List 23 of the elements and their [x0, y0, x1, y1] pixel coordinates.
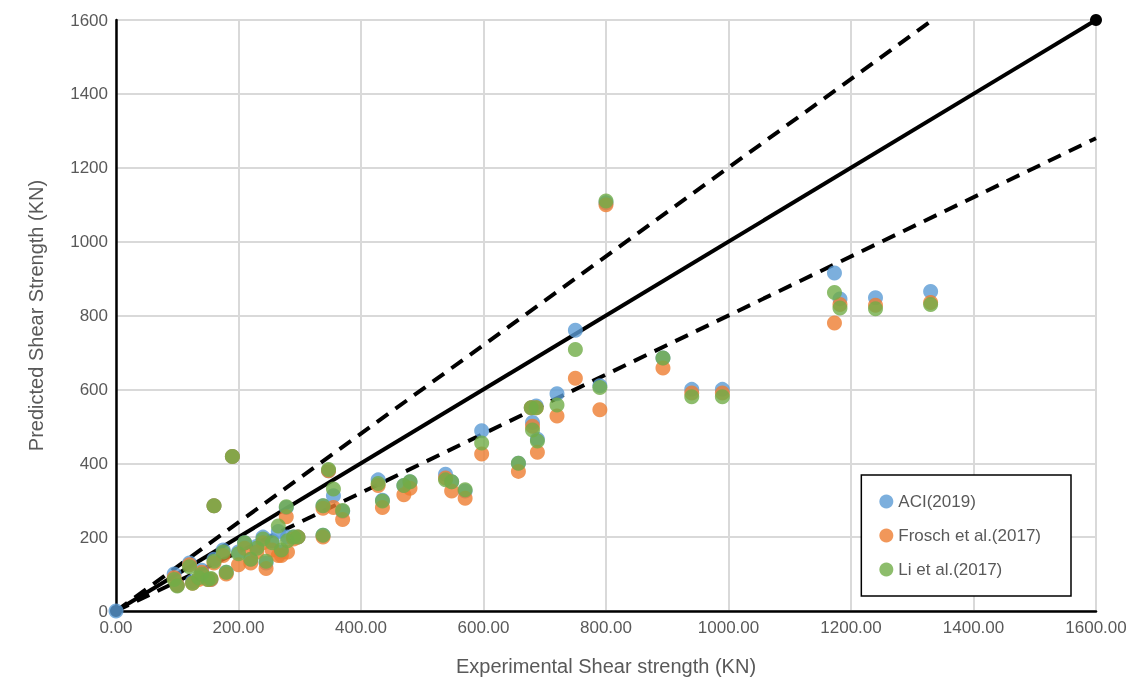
y-tick-label: 600: [79, 379, 108, 399]
x-tick-label: 1000.00: [697, 618, 760, 637]
x-tick-label: 1400.00: [942, 618, 1005, 637]
legend-label: Frosch et al.(2017): [898, 526, 1042, 545]
y-axis-title: Predicted Shear Strength (KN): [25, 179, 47, 452]
x-tick-label: 600.00: [457, 618, 510, 637]
y-tick-label: 200: [79, 527, 108, 547]
x-tick-label: 1200.00: [820, 618, 882, 637]
legend-label: ACI(2019): [898, 492, 976, 511]
y-tick-label: 1200: [70, 158, 108, 178]
y-tick-label: 400: [79, 453, 108, 473]
x-tick-label: 0.00: [99, 618, 133, 637]
y-tick-label: 0: [98, 601, 108, 621]
x-tick-label: 400.00: [335, 618, 387, 637]
x-tick-label: 800.00: [580, 618, 632, 637]
y-tick-label: 1000: [70, 232, 108, 252]
x-tick-label: 1600.00: [1065, 618, 1127, 637]
y-tick-label: 1600: [70, 10, 108, 30]
y-tick-label: 1400: [70, 84, 108, 104]
y-tick-label: 800: [79, 306, 108, 325]
x-tick-label: 200.00: [212, 618, 265, 637]
legend-label: Li et al.(2017): [898, 560, 1003, 579]
x-axis-title: Experimental Shear strength (KN): [455, 655, 757, 677]
